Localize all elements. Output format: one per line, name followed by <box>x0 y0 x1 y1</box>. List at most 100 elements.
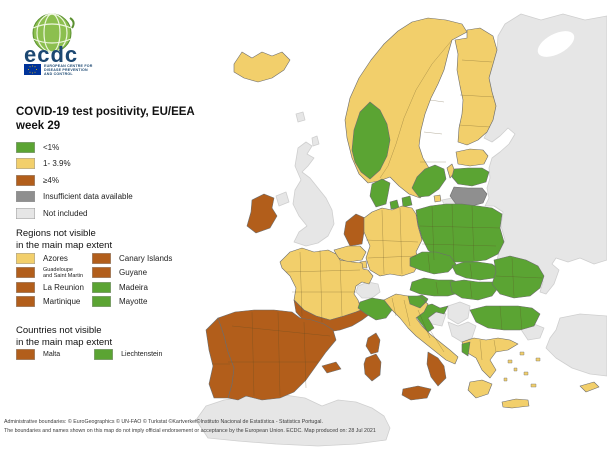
white-sea <box>537 31 575 57</box>
regions-legend: Azores Guadeloupe and Saint Martin La Re… <box>16 251 236 309</box>
map-region-denmark-jutland <box>369 178 391 208</box>
label-madeira: Madeira <box>119 282 148 292</box>
legend-item: 1- 3.9% <box>16 156 133 173</box>
map-region-balearics <box>321 361 342 374</box>
map-region-iceland <box>233 51 291 83</box>
legend-swatch-brown <box>16 174 35 186</box>
map-region-estonia <box>455 148 489 167</box>
legend-label: Insufficient data available <box>43 192 133 202</box>
map-region-greece-epirus <box>461 341 471 357</box>
legend-swatch-not-included <box>16 207 35 219</box>
map-region-sardinia <box>363 353 382 382</box>
legend-swatch-green <box>16 141 35 153</box>
map-region-sicily <box>401 385 432 401</box>
map-region-faroe <box>295 111 306 123</box>
label-guadeloupe: Guadeloupe and Saint Martin <box>43 266 84 279</box>
map-region-slovakia <box>451 261 501 281</box>
legend-swatch-yellow <box>16 158 35 170</box>
map-region-netherlands <box>343 213 366 247</box>
eu-flag-icon <box>24 64 41 75</box>
map-region-finland <box>454 27 498 146</box>
map-region-norway-south <box>351 101 391 180</box>
map-region-shetland <box>311 135 320 147</box>
label-mayotte: Mayotte <box>119 297 148 307</box>
swatch-malta <box>16 349 35 360</box>
map-region-belgium <box>333 245 367 263</box>
map-region-calabria <box>426 351 447 387</box>
map-region-switzerland <box>355 281 381 299</box>
map-title-line2: week 29 <box>16 119 61 132</box>
swatch-liechtenstein <box>94 349 114 360</box>
map-region-denmark-zealand <box>401 195 413 208</box>
label-canary-islands: Canary Islands <box>119 253 173 263</box>
attribution-line1: Administrative boundaries: © EuroGeograp… <box>4 419 323 425</box>
legend-item-guadeloupe: Guadeloupe and Saint Martin <box>16 266 236 281</box>
label-malta: Malta <box>43 351 61 358</box>
legend-swatch-insufficient <box>16 191 35 203</box>
swatch-canary-islands <box>92 252 111 264</box>
map-region-serbia <box>447 301 471 325</box>
legend-item: <1% <box>16 139 133 156</box>
swatch-mayotte <box>92 296 111 308</box>
map-region-portugal <box>205 317 235 399</box>
map-region-bulgaria <box>469 305 541 331</box>
logo-subtitle: EUROPEAN CENTRE FOR DISEASE PREVENTION A… <box>44 64 93 77</box>
swatch-madeira <box>92 281 111 293</box>
legend-item-martinique: Martinique <box>16 295 236 310</box>
swatch-martinique <box>16 296 35 308</box>
attribution-line2: The boundaries and names shown on this m… <box>4 427 376 434</box>
label-la-reunion: La Reunion <box>43 282 84 292</box>
map-region-northern-ireland <box>275 191 290 207</box>
map-region-crete <box>501 398 530 409</box>
globe-icon <box>32 13 75 53</box>
map-region-uk <box>292 141 335 247</box>
legend-label: 1- 3.9% <box>43 159 71 169</box>
legend-item-canary-islands: Canary Islands <box>92 251 172 266</box>
regions-legend-heading: Regions not visible in the main map exte… <box>16 228 113 251</box>
ecdc-wordmark: ecdc <box>24 42 79 67</box>
map-region-poland <box>415 203 505 263</box>
map-title-line1: COVID-19 test positivity, EU/EEA <box>16 106 195 118</box>
map-region-romania <box>491 255 545 299</box>
map-region-peloponnese <box>467 379 493 399</box>
map-attribution: Administrative boundaries: © EuroGeograp… <box>4 418 376 435</box>
map-region-sweden-south <box>411 164 447 198</box>
map-region-czechia <box>409 251 457 275</box>
map-region-latvia <box>451 167 490 187</box>
legend-item: Not included <box>16 205 133 222</box>
swatch-guadeloupe <box>16 267 35 279</box>
map-region-corsica <box>365 332 381 355</box>
countries-legend-heading: Countries not visible in the main map ex… <box>16 325 113 348</box>
nuts-region-borders <box>212 39 543 397</box>
regions-legend-col2: Canary Islands Guyane Madeira Mayotte <box>92 251 172 309</box>
map-region-italy-northwest <box>357 297 393 321</box>
map-region-spain <box>217 309 337 401</box>
label-azores: Azores <box>43 253 68 263</box>
legend-item-madeira: Madeira <box>92 280 172 295</box>
positivity-legend: <1% 1- 3.9% ≥4% Insufficient data availa… <box>16 139 133 222</box>
label-martinique: Martinique <box>43 297 81 307</box>
legend-item: Insufficient data available <box>16 189 133 206</box>
swatch-guyane <box>92 267 111 279</box>
legend-label: ≥4% <box>43 175 59 185</box>
map-region-lithuania <box>449 186 488 208</box>
countries-legend: Malta Liechtenstein <box>16 349 162 360</box>
legend-item-mayotte: Mayotte <box>92 295 172 310</box>
swatch-azores <box>16 252 35 264</box>
legend-item-liechtenstein: Liechtenstein <box>94 349 162 360</box>
legend-item-guyane: Guyane <box>92 266 172 281</box>
ecdc-logo: ecdc EUROPEAN CENTRE FOR DISEASE PREVENT… <box>14 12 134 92</box>
label-guyane: Guyane <box>119 268 148 278</box>
swatch-la-reunion <box>16 281 35 293</box>
map-region-greece <box>461 337 519 379</box>
map-region-hungary <box>449 279 499 301</box>
label-liechtenstein: Liechtenstein <box>121 351 163 358</box>
map-region-italy-northeast <box>407 295 427 309</box>
map-region-bornholm <box>433 194 442 203</box>
map-title: COVID-19 test positivity, EU/EEA week 29 <box>16 106 195 133</box>
map-region-turkey <box>545 313 607 377</box>
legend-item: ≥4% <box>16 172 133 189</box>
legend-item-azores: Azores <box>16 251 236 266</box>
